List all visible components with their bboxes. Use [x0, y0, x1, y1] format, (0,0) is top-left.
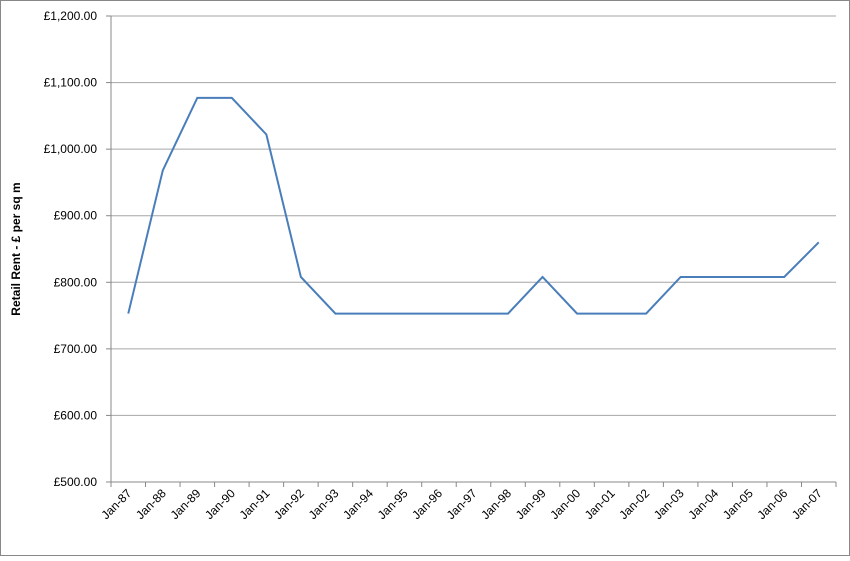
y-tick-label: £800.00	[54, 275, 98, 289]
y-axis-label: Retail Rent - £ per sq m	[9, 182, 23, 315]
y-tick-label: £600.00	[54, 408, 98, 422]
y-tick-label: £500.00	[54, 475, 98, 489]
y-tick-label: £1,200.00	[44, 9, 98, 23]
data-line	[127, 96, 820, 315]
y-tick-label: £1,000.00	[44, 142, 98, 156]
y-tick-label: £900.00	[54, 209, 98, 223]
y-tick-label: £1,100.00	[44, 76, 98, 90]
y-tick-label: £700.00	[54, 342, 98, 356]
